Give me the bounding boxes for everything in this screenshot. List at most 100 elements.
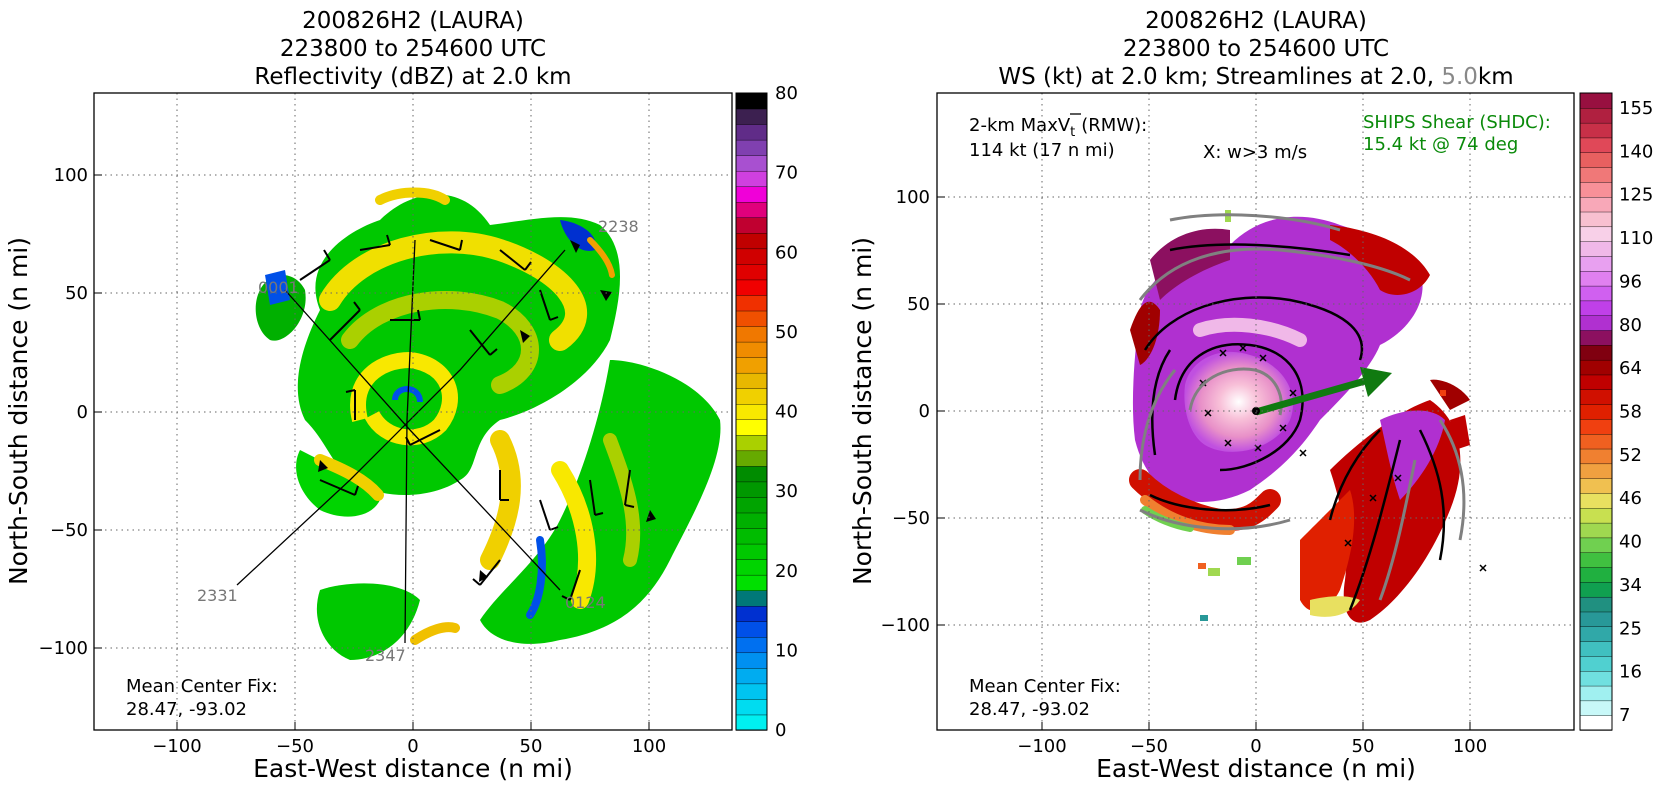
right-title-line3-main: WS (kt) at 2.0 km; Streamlines at 2.0, <box>998 64 1434 90</box>
colorbar-swatch <box>735 263 768 281</box>
shear-vector <box>1255 377 1366 416</box>
left-title-line3: Reflectivity (dBZ) at 2.0 km <box>254 64 571 90</box>
colorbar-swatch <box>735 232 768 250</box>
left-y-tick-label: 100 <box>54 165 88 186</box>
colorbar-tick-label: 58 <box>1619 402 1642 423</box>
shear-label: SHIPS Shear (SHDC): <box>1363 112 1551 133</box>
colorbar-swatch <box>1579 92 1613 109</box>
left-y-tick-label: −100 <box>39 638 88 659</box>
colorbar-tick-label: 7 <box>1619 705 1630 726</box>
colorbar-tick-label: 60 <box>775 242 798 263</box>
colorbar-swatch <box>735 574 768 591</box>
colorbar-swatch <box>735 217 768 234</box>
left-y-axis-label: North-South distance (n mi) <box>4 237 33 585</box>
colorbar-swatch <box>1579 477 1613 494</box>
maxvt-label-text: 2-km MaxV <box>969 115 1071 136</box>
colorbar-swatch <box>1579 581 1613 598</box>
colorbar-swatch <box>1579 640 1613 657</box>
colorbar-swatch <box>1579 670 1613 687</box>
colorbar-tick-label: 20 <box>775 561 798 582</box>
left-x-tick-labels: −100 −50 0 50 100 <box>152 736 666 757</box>
colorbar-swatch <box>735 652 768 669</box>
left-center-fix-value: 28.47, -93.02 <box>126 699 247 720</box>
left-x-tick-label: 100 <box>632 736 666 757</box>
left-y-tick-labels: 100 50 0 −50 −100 <box>39 165 88 659</box>
colorbar-swatch <box>735 356 768 374</box>
colorbar-swatch <box>735 496 768 514</box>
colorbar-swatch <box>735 108 768 125</box>
right-center-fix-label: Mean Center Fix: <box>969 676 1121 697</box>
colorbar-swatch <box>735 139 768 156</box>
colorbar-swatch <box>1579 700 1613 716</box>
right-x-tick-label: 50 <box>1352 736 1375 757</box>
left-x-tick-label: 0 <box>407 736 418 757</box>
left-y-tick-label: 0 <box>77 402 88 423</box>
colorbar-swatch <box>735 170 768 187</box>
right-title-line3-gray: 5.0 <box>1441 64 1478 90</box>
colorbar-tick-label: 140 <box>1619 141 1653 162</box>
colorbar-swatch <box>1579 714 1613 731</box>
track-label: 2347 <box>365 646 406 665</box>
colorbar-swatch <box>735 636 768 654</box>
colorbar-tick-label: 0 <box>775 720 786 741</box>
right-title-line3: WS (kt) at 2.0 km; Streamlines at 2.0, 5… <box>998 64 1513 90</box>
left-title-line1: 200826H2 (LAURA) <box>302 8 524 34</box>
colorbar-swatch <box>1579 552 1613 568</box>
colorbar-swatch <box>1579 433 1613 450</box>
right-title-line3-unit: km <box>1478 64 1514 90</box>
left-gridlines <box>94 93 732 730</box>
left-track-labels: 2238 0001 2331 2347 0124 <box>197 217 639 665</box>
colorbar-swatch <box>1579 344 1613 361</box>
colorbar-swatch <box>735 527 768 545</box>
right-tick-marks <box>937 196 1471 730</box>
colorbar-swatch <box>1579 285 1613 302</box>
maxvt-label: 2-km MaxVt (RMW): <box>969 115 1147 140</box>
colorbar-swatch <box>1579 374 1613 390</box>
left-y-tick-label: 50 <box>65 283 88 304</box>
colorbar-swatch <box>1579 359 1613 376</box>
left-colorbar-frame <box>735 92 768 731</box>
left-x-tick-label: 50 <box>520 736 543 757</box>
colorbar-swatch <box>1579 611 1613 628</box>
colorbar-swatch <box>735 558 768 576</box>
colorbar-swatch <box>735 186 768 203</box>
colorbar-swatch <box>1579 507 1613 524</box>
colorbar-swatch <box>1579 389 1613 405</box>
colorbar-swatch <box>735 698 768 716</box>
shear-arrowhead <box>1360 367 1392 397</box>
wind-speed-field <box>1129 210 1487 623</box>
colorbar-tick-label: 70 <box>775 163 798 184</box>
colorbar-swatch <box>735 419 768 436</box>
colorbar-swatch <box>1579 463 1613 479</box>
colorbar-swatch <box>735 434 768 452</box>
colorbar-tick-label: 46 <box>1619 488 1642 509</box>
left-x-tick-label: −50 <box>276 736 314 757</box>
colorbar-swatch <box>1579 181 1613 198</box>
colorbar-swatch <box>735 310 768 327</box>
colorbar-swatch <box>735 248 768 265</box>
colorbar-swatch <box>735 683 768 700</box>
right-colorbar-tick-labels: 7 16 25 34 40 46 52 58 64 80 96 110 125 140 155 <box>1619 98 1653 726</box>
colorbar-swatch <box>735 465 768 483</box>
maxvt-value: 114 kt (17 n mi) <box>969 140 1115 161</box>
colorbar-swatch <box>1579 448 1613 465</box>
colorbar-tick-label: 16 <box>1619 662 1642 683</box>
colorbar-swatch <box>1579 522 1613 539</box>
colorbar-swatch <box>1579 137 1613 153</box>
colorbar-swatch <box>735 341 768 358</box>
colorbar-tick-label: 80 <box>775 83 798 104</box>
left-tick-marks <box>94 174 650 730</box>
colorbar-swatch <box>1579 626 1613 642</box>
colorbar-swatch <box>735 481 768 498</box>
right-center-fix-value: 28.47, -93.02 <box>969 699 1090 720</box>
maxvt-suffix: (RMW): <box>1081 115 1147 136</box>
colorbar-tick-label: 34 <box>1619 575 1642 596</box>
colorbar-swatch <box>735 325 768 343</box>
right-y-axis-label: North-South distance (n mi) <box>848 237 877 585</box>
colorbar-tick-label: 96 <box>1619 271 1642 292</box>
colorbar-swatch <box>1579 329 1613 346</box>
maxvt-subscript: t <box>1070 125 1075 140</box>
right-x-tick-label: 100 <box>1453 736 1487 757</box>
right-x-tick-label: −50 <box>1130 736 1168 757</box>
track-label: 0001 <box>258 278 299 297</box>
